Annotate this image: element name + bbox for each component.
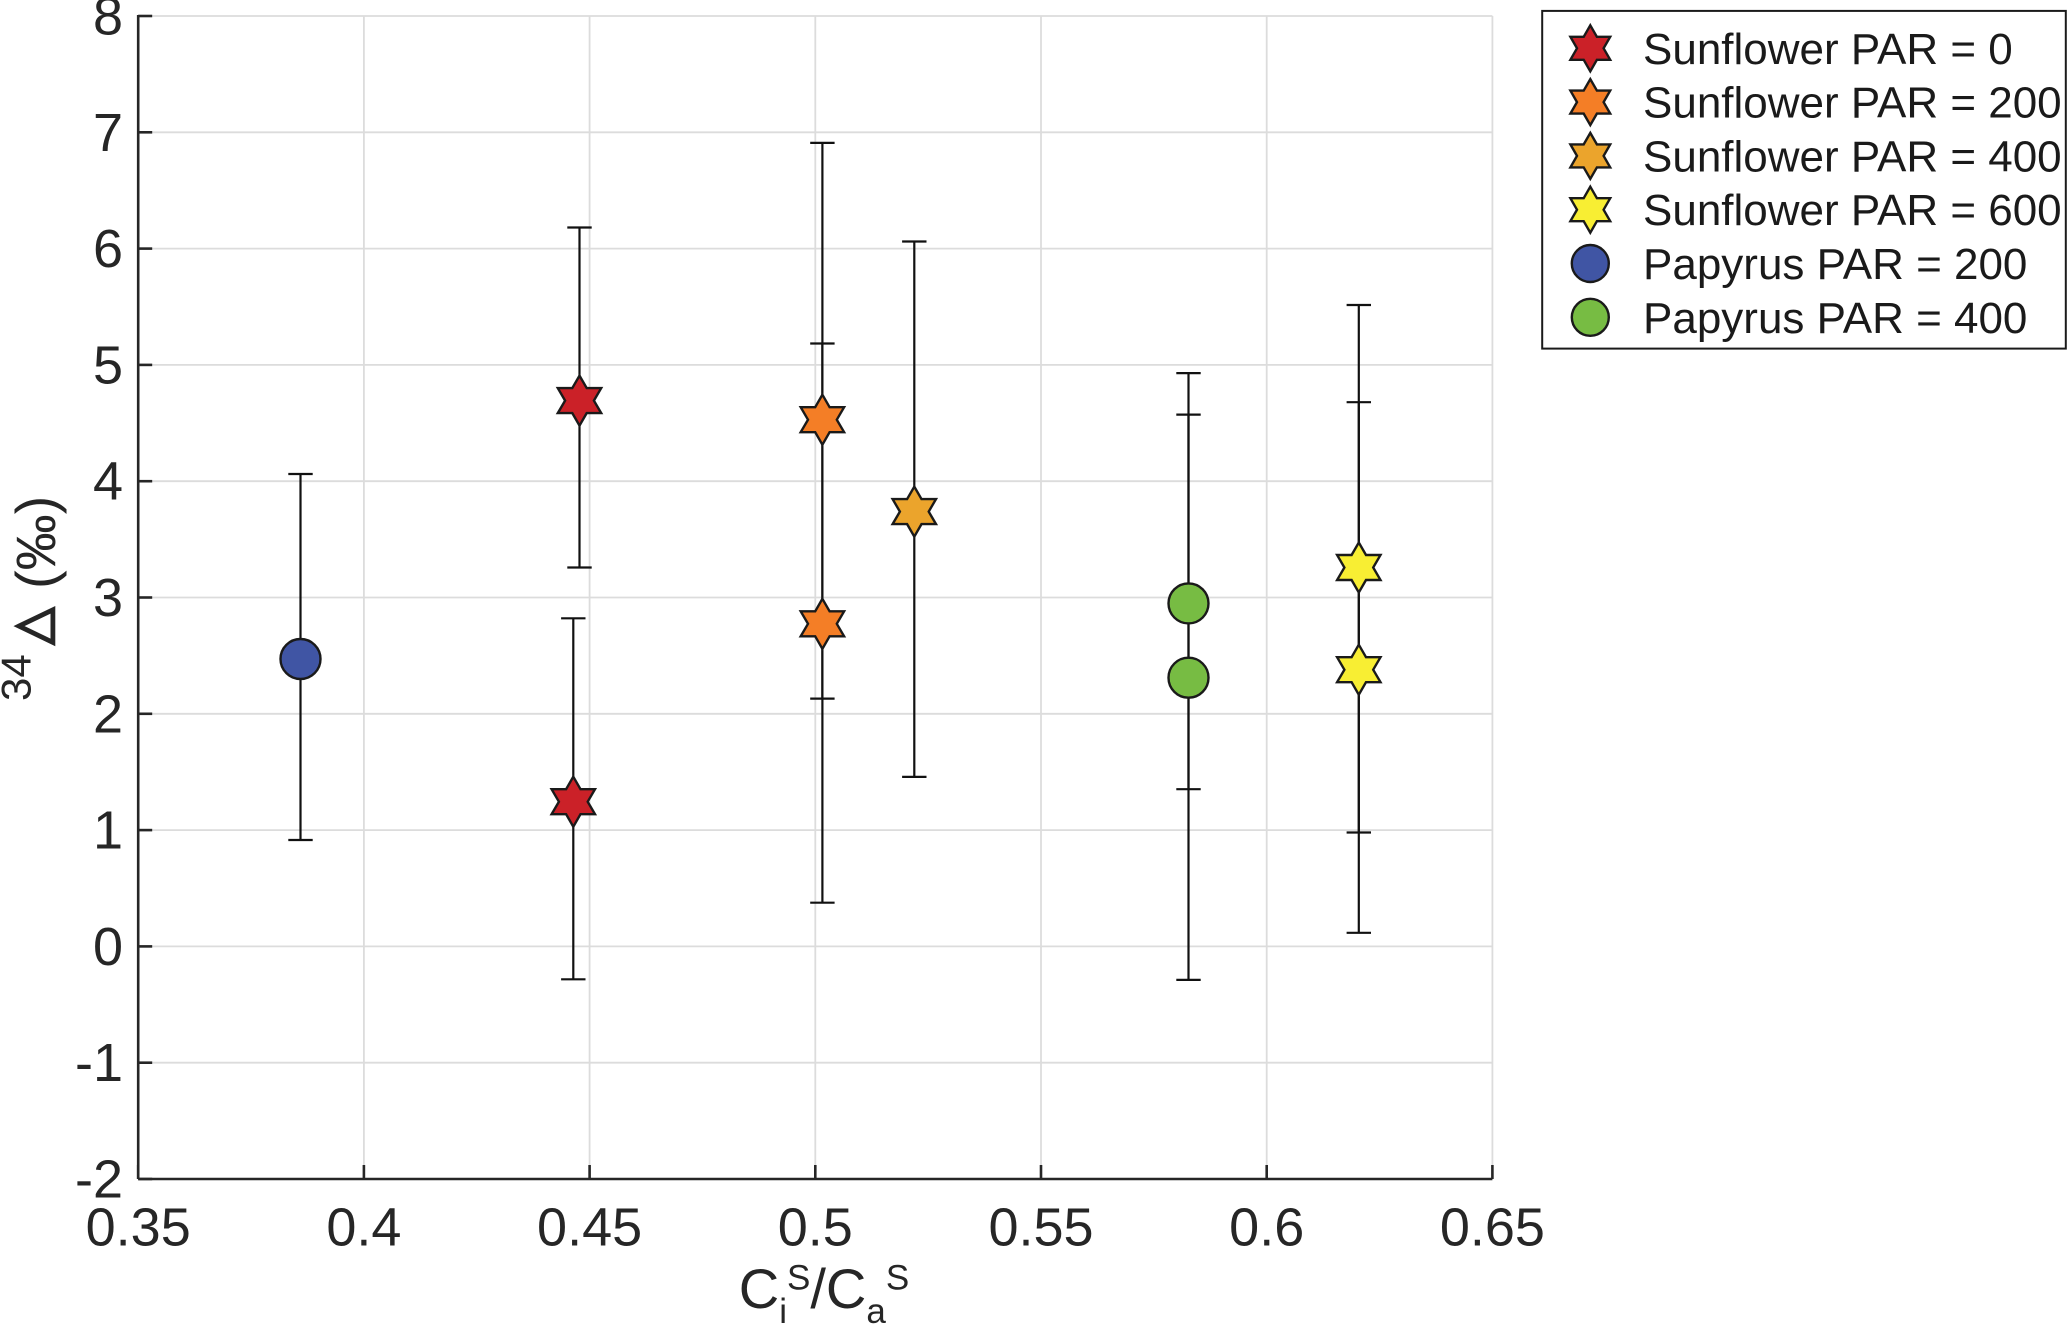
svg-text:0.35: 0.35: [86, 1198, 191, 1258]
svg-text:5: 5: [93, 335, 123, 395]
svg-text:3: 3: [93, 568, 123, 628]
svg-text:0.4: 0.4: [326, 1198, 401, 1258]
svg-text:8: 8: [93, 0, 123, 47]
svg-text:0.65: 0.65: [1440, 1198, 1545, 1258]
svg-text:Sunflower PAR = 0: Sunflower PAR = 0: [1643, 25, 2013, 74]
svg-text:Sunflower PAR = 200: Sunflower PAR = 200: [1643, 79, 2062, 128]
svg-text:Sunflower PAR = 400: Sunflower PAR = 400: [1643, 132, 2062, 181]
svg-text:Papyrus PAR = 400: Papyrus PAR = 400: [1643, 294, 2027, 343]
svg-text:Sunflower PAR = 600: Sunflower PAR = 600: [1643, 186, 2062, 235]
svg-text:0: 0: [93, 917, 123, 977]
svg-text:(‰): (‰): [4, 496, 67, 589]
svg-text:6: 6: [93, 219, 123, 279]
svg-text:-2: -2: [75, 1150, 123, 1210]
svg-text:-1: -1: [75, 1033, 123, 1093]
svg-text:0.55: 0.55: [988, 1198, 1093, 1258]
svg-text:0.5: 0.5: [778, 1198, 853, 1258]
svg-text:Papyrus PAR = 200: Papyrus PAR = 200: [1643, 240, 2027, 289]
svg-text:2: 2: [93, 684, 123, 744]
svg-text:1: 1: [93, 801, 123, 861]
svg-text:7: 7: [93, 103, 123, 163]
svg-text:0.6: 0.6: [1229, 1198, 1304, 1258]
svg-text:4: 4: [93, 452, 123, 512]
svg-text:0.45: 0.45: [537, 1198, 642, 1258]
svg-text:34: 34: [0, 654, 40, 701]
